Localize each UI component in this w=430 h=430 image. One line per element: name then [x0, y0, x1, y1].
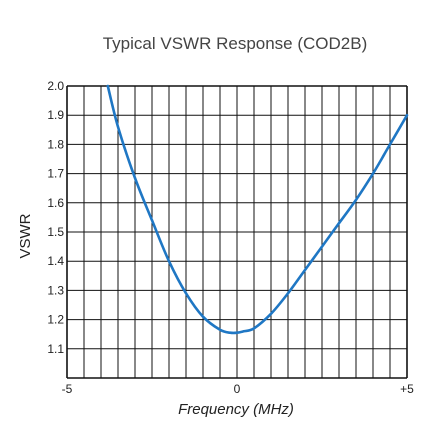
chart-title: Typical VSWR Response (COD2B)	[102, 34, 368, 53]
y-tick-label: 1.3	[47, 283, 64, 297]
y-tick-label: 1.5	[47, 225, 64, 239]
y-tick-label: 1.9	[47, 108, 64, 122]
y-tick-label: 1.4	[47, 254, 64, 268]
y-tick-label: 1.8	[47, 137, 64, 151]
x-tick-label: +5	[400, 382, 414, 396]
y-tick-label: 1.6	[47, 196, 64, 210]
x-tick-label: -5	[62, 382, 73, 396]
x-axis-label: Frequency (MHz)	[178, 401, 294, 418]
y-tick-label: 1.7	[47, 167, 64, 181]
x-tick-labels: -5 0 +5	[62, 382, 415, 396]
y-tick-label: 1.2	[47, 313, 64, 327]
y-tick-label: 1.1	[47, 342, 64, 356]
vswr-series-line	[106, 84, 409, 335]
y-tick-labels: 2.0 1.9 1.8 1.7 1.6 1.5 1.4 1.3 1.2 1.1	[47, 79, 64, 356]
x-tick-label: 0	[234, 382, 241, 396]
y-tick-label: 2.0	[47, 79, 64, 93]
y-axis-label: VSWR	[17, 213, 34, 258]
